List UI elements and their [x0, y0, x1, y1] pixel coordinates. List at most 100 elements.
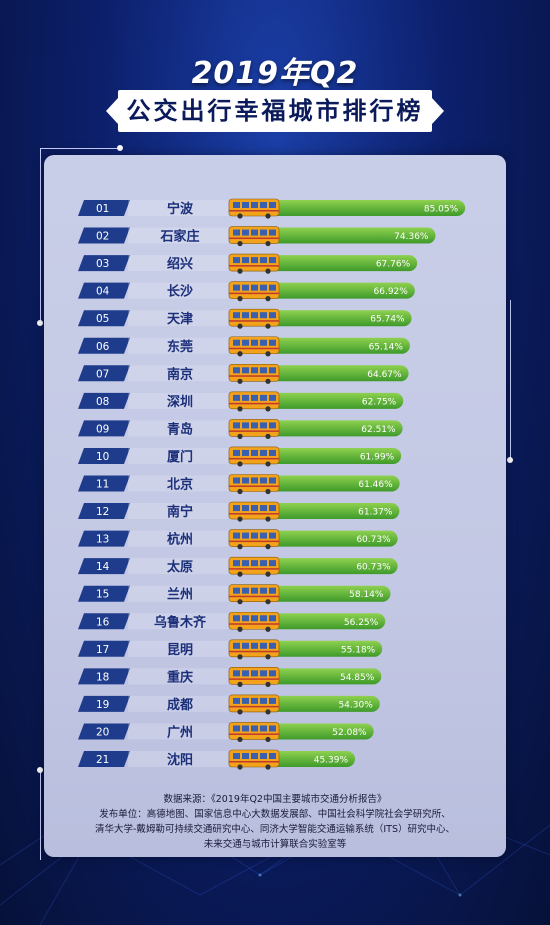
frame-line-bottom-left — [40, 770, 41, 860]
city-label: 厦门 — [167, 449, 193, 465]
bus-icon — [228, 281, 280, 302]
city-label: 成都 — [167, 697, 193, 713]
value-bar — [229, 227, 436, 244]
frame-dot — [37, 320, 43, 326]
chart-row: 17 昆明 55.18% — [78, 639, 383, 660]
bus-icon — [228, 253, 280, 274]
rank-badge — [78, 227, 130, 244]
bus-icon — [228, 391, 280, 412]
city-band — [128, 503, 228, 520]
rank-badge — [78, 585, 130, 602]
bus-icon — [228, 584, 280, 605]
frame-dot — [37, 767, 43, 773]
frame-dot — [507, 457, 513, 463]
frame-line-right — [510, 300, 511, 460]
frame-line-left — [40, 148, 41, 323]
rank-badge — [78, 558, 130, 575]
chart-row: 04 长沙 66.92% — [78, 281, 415, 302]
bus-icon — [228, 722, 280, 743]
chart-row: 16 乌鲁木齐 56.25% — [78, 611, 386, 632]
value-label: 74.36% — [394, 232, 429, 242]
rank-badge — [78, 613, 130, 630]
city-label: 石家庄 — [159, 229, 199, 245]
rank-badge — [78, 723, 130, 740]
city-label: 南宁 — [167, 504, 193, 520]
bus-icon — [228, 611, 280, 632]
value-label: 65.74% — [370, 315, 405, 325]
rank-badge — [78, 447, 130, 464]
rank-label: 19 — [96, 699, 109, 711]
bus-icon — [228, 419, 280, 439]
city-band — [128, 695, 228, 712]
rank-label: 04 — [96, 286, 110, 298]
city-band — [128, 337, 228, 354]
city-label: 宁波 — [167, 201, 194, 217]
rank-label: 05 — [96, 313, 109, 325]
value-label: 56.25% — [344, 618, 379, 628]
rank-badge — [78, 282, 130, 299]
bus-icon — [228, 556, 280, 577]
city-band — [128, 558, 228, 575]
city-band — [128, 365, 228, 382]
frame-dot — [117, 145, 123, 151]
value-label: 64.67% — [367, 370, 402, 380]
value-label: 61.99% — [360, 452, 395, 462]
city-label: 沈阳 — [167, 752, 193, 768]
rank-label: 08 — [96, 396, 109, 408]
rank-label: 03 — [96, 258, 109, 270]
chart-row: 07 南京 64.67% — [78, 363, 409, 384]
city-label: 南京 — [167, 366, 193, 382]
source-line-4: 未来交通与城市计算联合实验室等 — [203, 839, 347, 850]
rank-label: 12 — [96, 506, 109, 518]
value-label: 61.37% — [358, 508, 393, 518]
value-label: 54.85% — [340, 673, 375, 683]
rank-badge — [78, 751, 130, 767]
value-label: 61.46% — [358, 480, 393, 490]
rank-badge — [78, 640, 130, 657]
city-band — [128, 282, 228, 299]
value-label: 62.75% — [362, 397, 397, 407]
city-band — [128, 447, 228, 464]
city-band — [128, 310, 228, 327]
city-band — [128, 613, 228, 630]
rank-badge — [78, 392, 130, 409]
bus-icon — [228, 308, 280, 329]
rank-badge — [78, 365, 130, 382]
city-label: 广州 — [167, 724, 193, 740]
city-band — [128, 723, 228, 740]
city-band — [128, 585, 228, 602]
rank-label: 01 — [96, 203, 109, 215]
chart-row: 15 兰州 58.14% — [78, 584, 391, 605]
city-band — [128, 255, 228, 272]
value-label: 67.76% — [376, 260, 411, 270]
bus-icon — [228, 336, 280, 357]
value-label: 65.14% — [369, 342, 404, 352]
rank-label: 17 — [96, 644, 109, 656]
bus-icon — [228, 529, 280, 550]
value-label: 54.30% — [338, 700, 373, 710]
rank-badge — [78, 530, 130, 547]
city-label: 杭州 — [167, 532, 193, 548]
value-label: 60.73% — [356, 535, 391, 545]
rank-badge — [78, 668, 130, 685]
chart-row: 14 太原 60.73% — [78, 556, 398, 577]
rank-badge — [78, 337, 130, 354]
value-label: 45.39% — [314, 756, 349, 766]
value-label: 66.92% — [374, 287, 409, 297]
rank-label: 14 — [96, 561, 110, 573]
rank-label: 09 — [96, 423, 109, 435]
rank-label: 21 — [96, 754, 109, 766]
page-title: 2019年Q2 — [191, 56, 359, 91]
rank-label: 11 — [96, 479, 109, 491]
bus-icon — [228, 667, 280, 687]
source-line-3: 清华大学-戴姆勒可持续交通研究中心、同济大学智能交通运输系统（ITS）研究中心、 — [94, 824, 456, 835]
bus-icon — [228, 501, 280, 522]
frame-line-top — [40, 148, 120, 149]
chart-row: 11 北京 61.46% — [78, 474, 400, 495]
chart-row: 13 杭州 60.73% — [78, 529, 398, 550]
city-label: 重庆 — [167, 669, 193, 685]
city-label: 天津 — [167, 311, 193, 327]
rank-badge — [78, 475, 130, 492]
bus-icon — [228, 198, 280, 219]
